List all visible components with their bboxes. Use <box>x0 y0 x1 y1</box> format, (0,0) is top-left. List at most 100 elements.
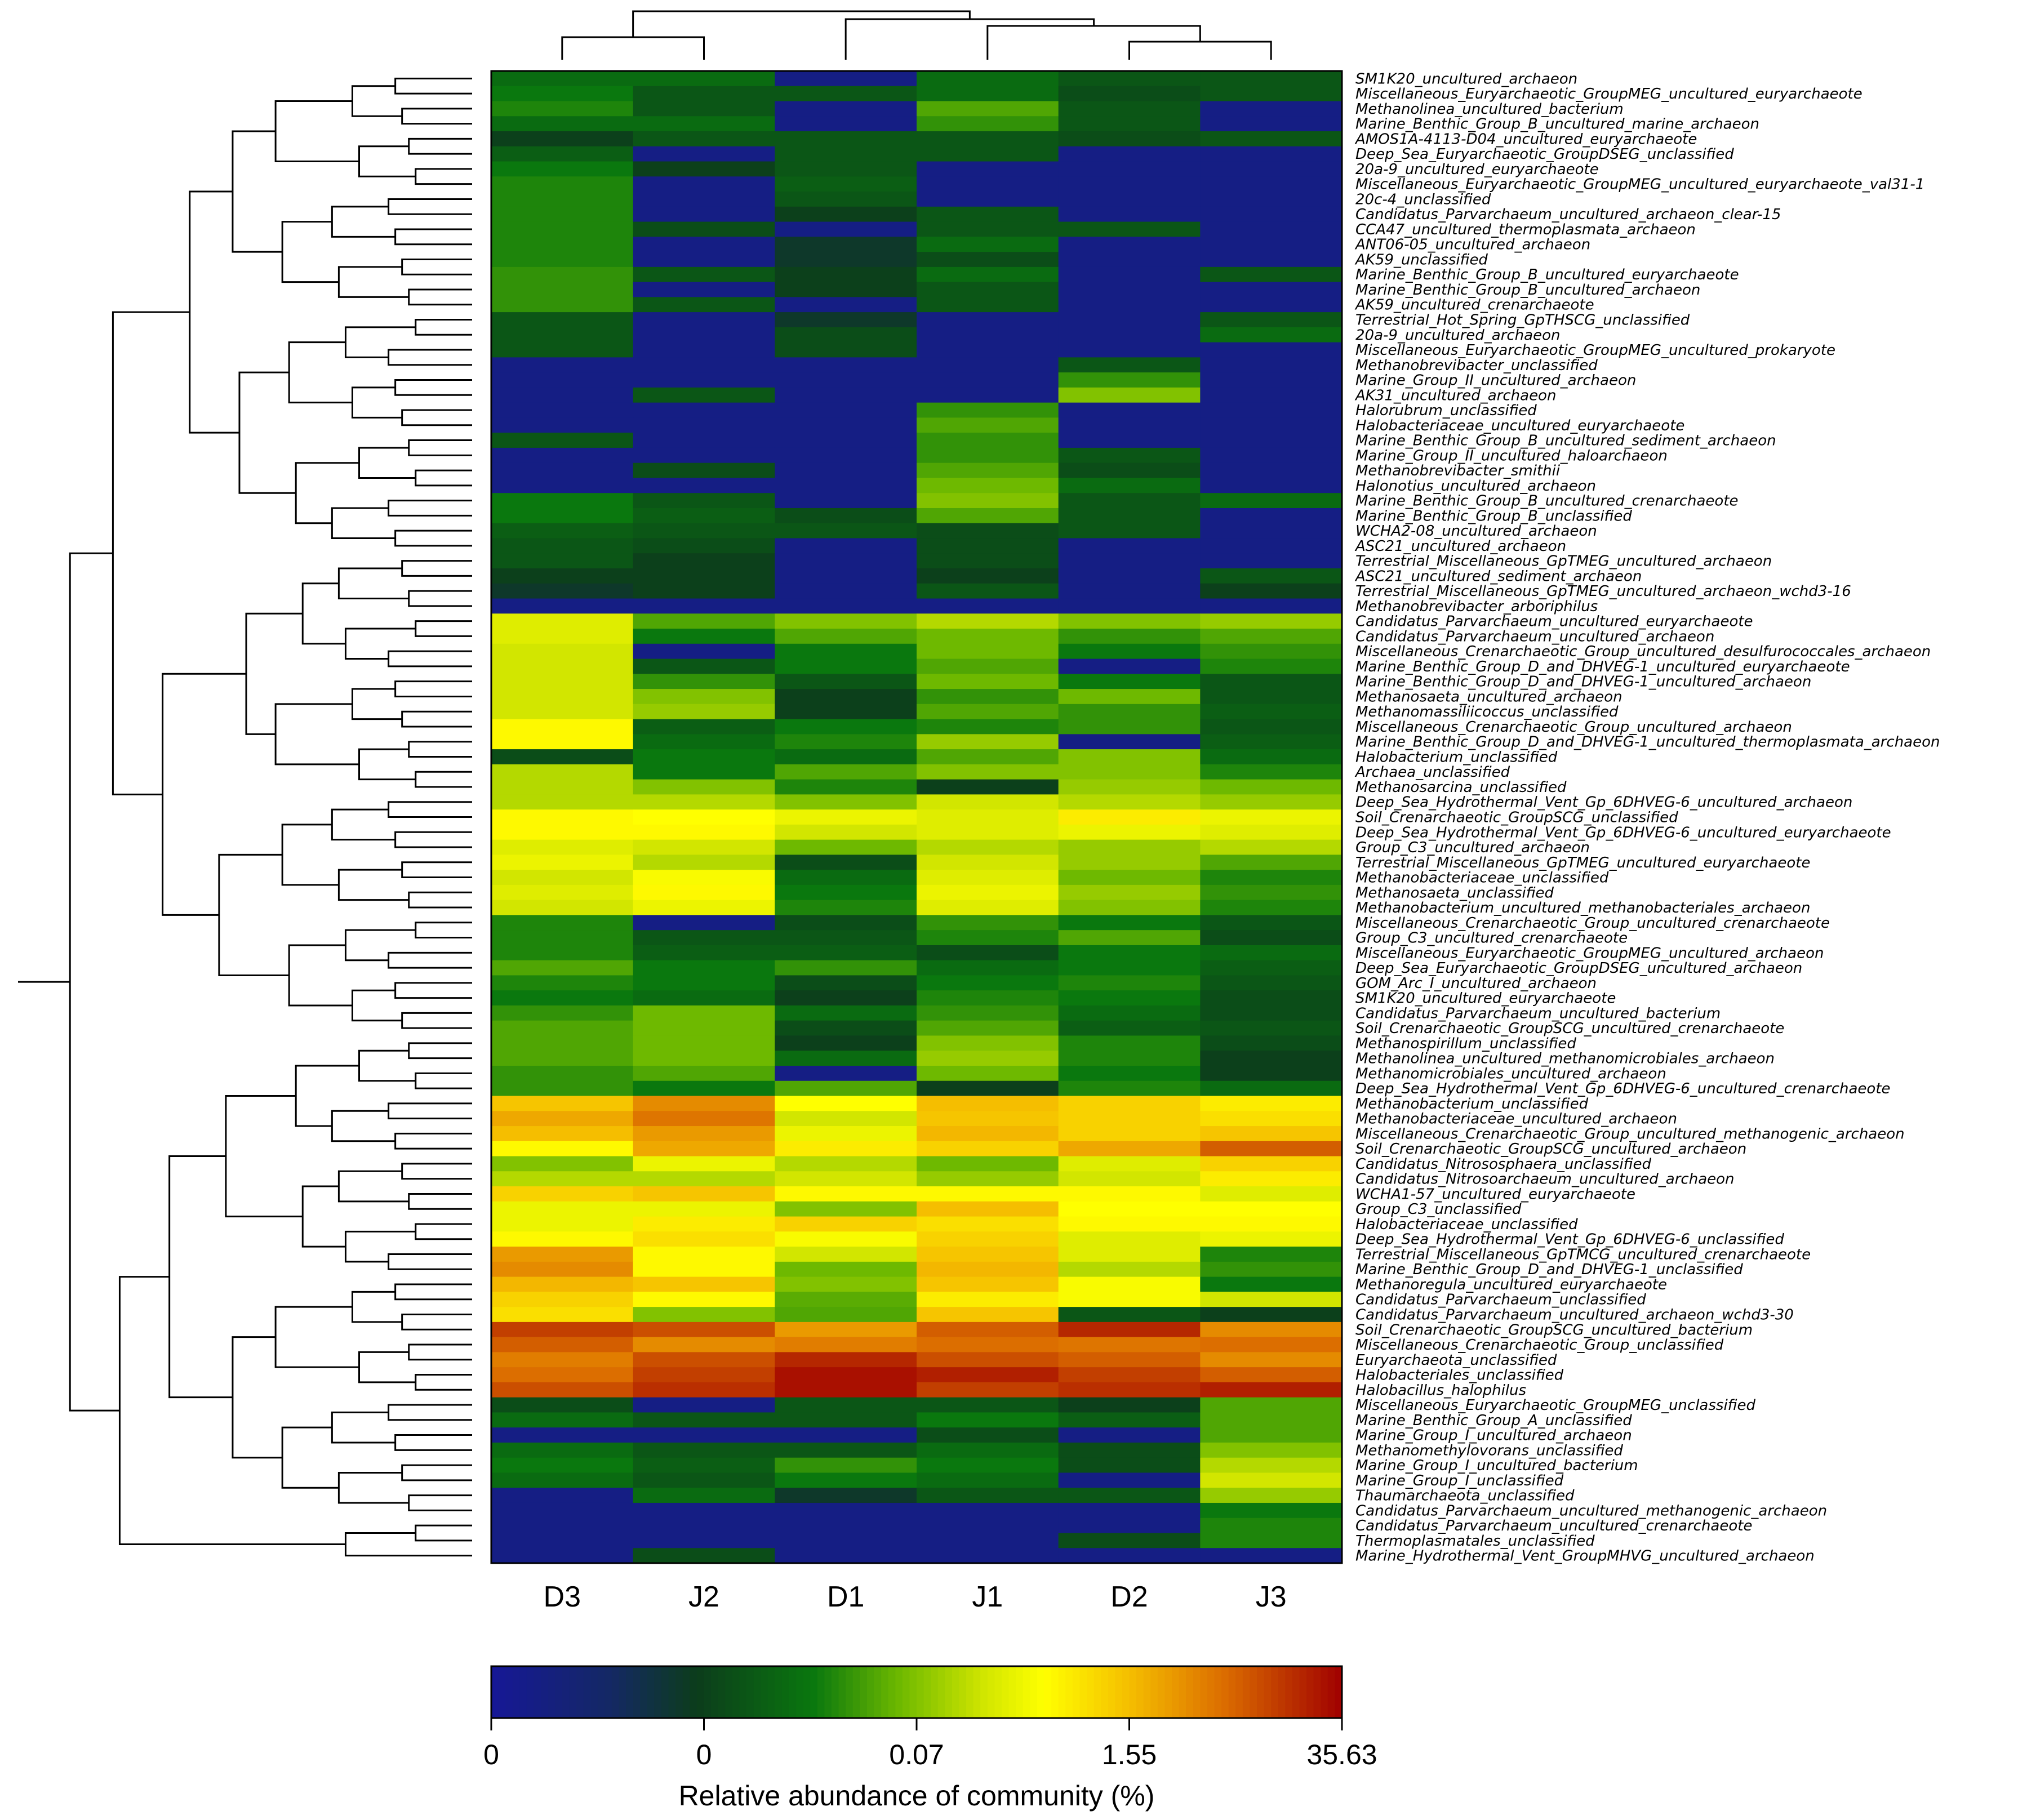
heatmap-cell <box>633 101 775 117</box>
color-legend-segment <box>640 1666 648 1718</box>
row-dendrogram-branch <box>331 206 395 238</box>
row-label: Methanolinea_uncultured_bacterium <box>1355 101 1624 118</box>
row-label: Marine_Benthic_Group_B_unclassified <box>1355 508 1632 524</box>
heatmap-cell <box>917 1292 1059 1307</box>
heatmap-cell <box>917 1005 1059 1021</box>
color-legend-segment <box>866 1666 875 1718</box>
heatmap-cell <box>1200 809 1343 825</box>
heatmap-cell <box>917 266 1059 283</box>
heatmap-cell <box>917 523 1059 539</box>
heatmap-cell <box>1058 176 1201 192</box>
heatmap-cell <box>491 372 634 388</box>
row-dendrogram-branch <box>408 590 472 607</box>
heatmap-cell <box>1200 1457 1343 1474</box>
heatmap-cell <box>633 1488 775 1503</box>
heatmap-cell <box>1200 1111 1343 1127</box>
heatmap-cell <box>775 809 917 825</box>
heatmap-cell <box>917 613 1059 629</box>
row-dendrogram-branch <box>281 221 339 283</box>
heatmap-cell <box>1058 674 1201 689</box>
heatmap-cell <box>917 1156 1059 1172</box>
heatmap-cell <box>491 131 634 147</box>
heatmap-cell <box>1058 839 1201 855</box>
heatmap-cell <box>633 252 775 268</box>
row-label: Methanobrevibacter_unclassified <box>1355 357 1598 374</box>
heatmap-cell <box>917 1382 1059 1398</box>
heatmap-cell <box>633 221 775 237</box>
heatmap-cell <box>1200 282 1343 297</box>
heatmap-cell <box>917 658 1059 674</box>
color-legend-segment <box>718 1666 726 1718</box>
heatmap-cell <box>917 192 1059 207</box>
heatmap-cell <box>1058 387 1201 403</box>
heatmap-cell <box>491 312 634 328</box>
heatmap-cell <box>917 1472 1059 1488</box>
heatmap-cell <box>775 1020 917 1036</box>
heatmap-cell <box>917 945 1059 961</box>
heatmap-cell <box>633 945 775 961</box>
heatmap-cell <box>917 1442 1059 1458</box>
heatmap-cell <box>491 538 634 554</box>
heatmap-cell <box>1200 824 1343 840</box>
heatmap-cell <box>1200 131 1343 147</box>
color-legend-segment <box>512 1666 520 1718</box>
row-dendrogram-branch <box>281 824 339 886</box>
color-legend-segment <box>1278 1666 1286 1718</box>
heatmap-cell <box>1200 1442 1343 1458</box>
heatmap-cell <box>917 237 1059 252</box>
heatmap-cell <box>775 493 917 509</box>
heatmap-cell <box>1200 86 1343 102</box>
heatmap-cell <box>1058 1337 1201 1352</box>
row-label: Methanosaeta_unclassified <box>1355 884 1554 901</box>
heatmap-cell <box>633 1171 775 1187</box>
row-dendrogram-branch <box>408 1042 472 1060</box>
row-dendrogram-branch <box>408 439 472 456</box>
heatmap-cell <box>775 1276 917 1292</box>
color-legend-segment <box>491 1666 499 1718</box>
heatmap-cell <box>1200 146 1343 162</box>
heatmap-cell <box>633 704 775 720</box>
heatmap-cell <box>491 493 634 509</box>
row-dendrogram-branch <box>394 831 472 848</box>
heatmap-cell <box>1058 1457 1201 1474</box>
heatmap-cell <box>491 1548 634 1564</box>
heatmap-cell <box>491 794 634 810</box>
heatmap-cell <box>917 794 1059 810</box>
heatmap-cell <box>917 1518 1059 1534</box>
heatmap-cell <box>633 1502 775 1519</box>
heatmap-cell <box>917 1261 1059 1278</box>
heatmap-cell <box>1200 266 1343 283</box>
heatmap-cell <box>633 237 775 252</box>
row-label: Methanospirillum_unclassified <box>1355 1035 1576 1052</box>
heatmap-cell <box>917 674 1059 689</box>
heatmap-cell <box>775 689 917 705</box>
row-dendrogram-branch <box>295 462 359 524</box>
heatmap-cell <box>1058 1141 1201 1157</box>
row-dendrogram-branch <box>388 1404 472 1421</box>
row-dendrogram-branch <box>238 371 296 494</box>
heatmap-cell <box>633 206 775 223</box>
heatmap-cell <box>633 161 775 177</box>
heatmap-cell <box>917 357 1059 373</box>
color-legend-segment <box>611 1666 620 1718</box>
color-legend-segment <box>633 1666 641 1718</box>
heatmap-cell <box>775 779 917 795</box>
row-label: Deep_Sea_Hydrothermal_Vent_Gp_6DHVEG-6_u… <box>1355 1231 1784 1248</box>
heatmap-cell <box>1058 116 1201 132</box>
heatmap-cell <box>1058 131 1201 147</box>
heatmap-cell <box>1200 1518 1343 1534</box>
heatmap-cell <box>1058 689 1201 705</box>
color-legend-segment <box>498 1666 506 1718</box>
heatmap-cell <box>491 1337 634 1352</box>
row-label: Candidatus_Parvarchaeum_uncultured_metha… <box>1355 1502 1827 1519</box>
color-legend-segment <box>1037 1666 1045 1718</box>
heatmap-cell <box>775 553 917 569</box>
row-dendrogram-branch <box>408 891 472 909</box>
heatmap-cell <box>1058 161 1201 177</box>
heatmap-cell <box>633 674 775 689</box>
heatmap-cell <box>917 764 1059 780</box>
heatmap-cell <box>491 116 634 132</box>
color-legend-segment <box>923 1666 931 1718</box>
heatmap-cell <box>775 674 917 689</box>
heatmap-cell <box>1200 1276 1343 1292</box>
